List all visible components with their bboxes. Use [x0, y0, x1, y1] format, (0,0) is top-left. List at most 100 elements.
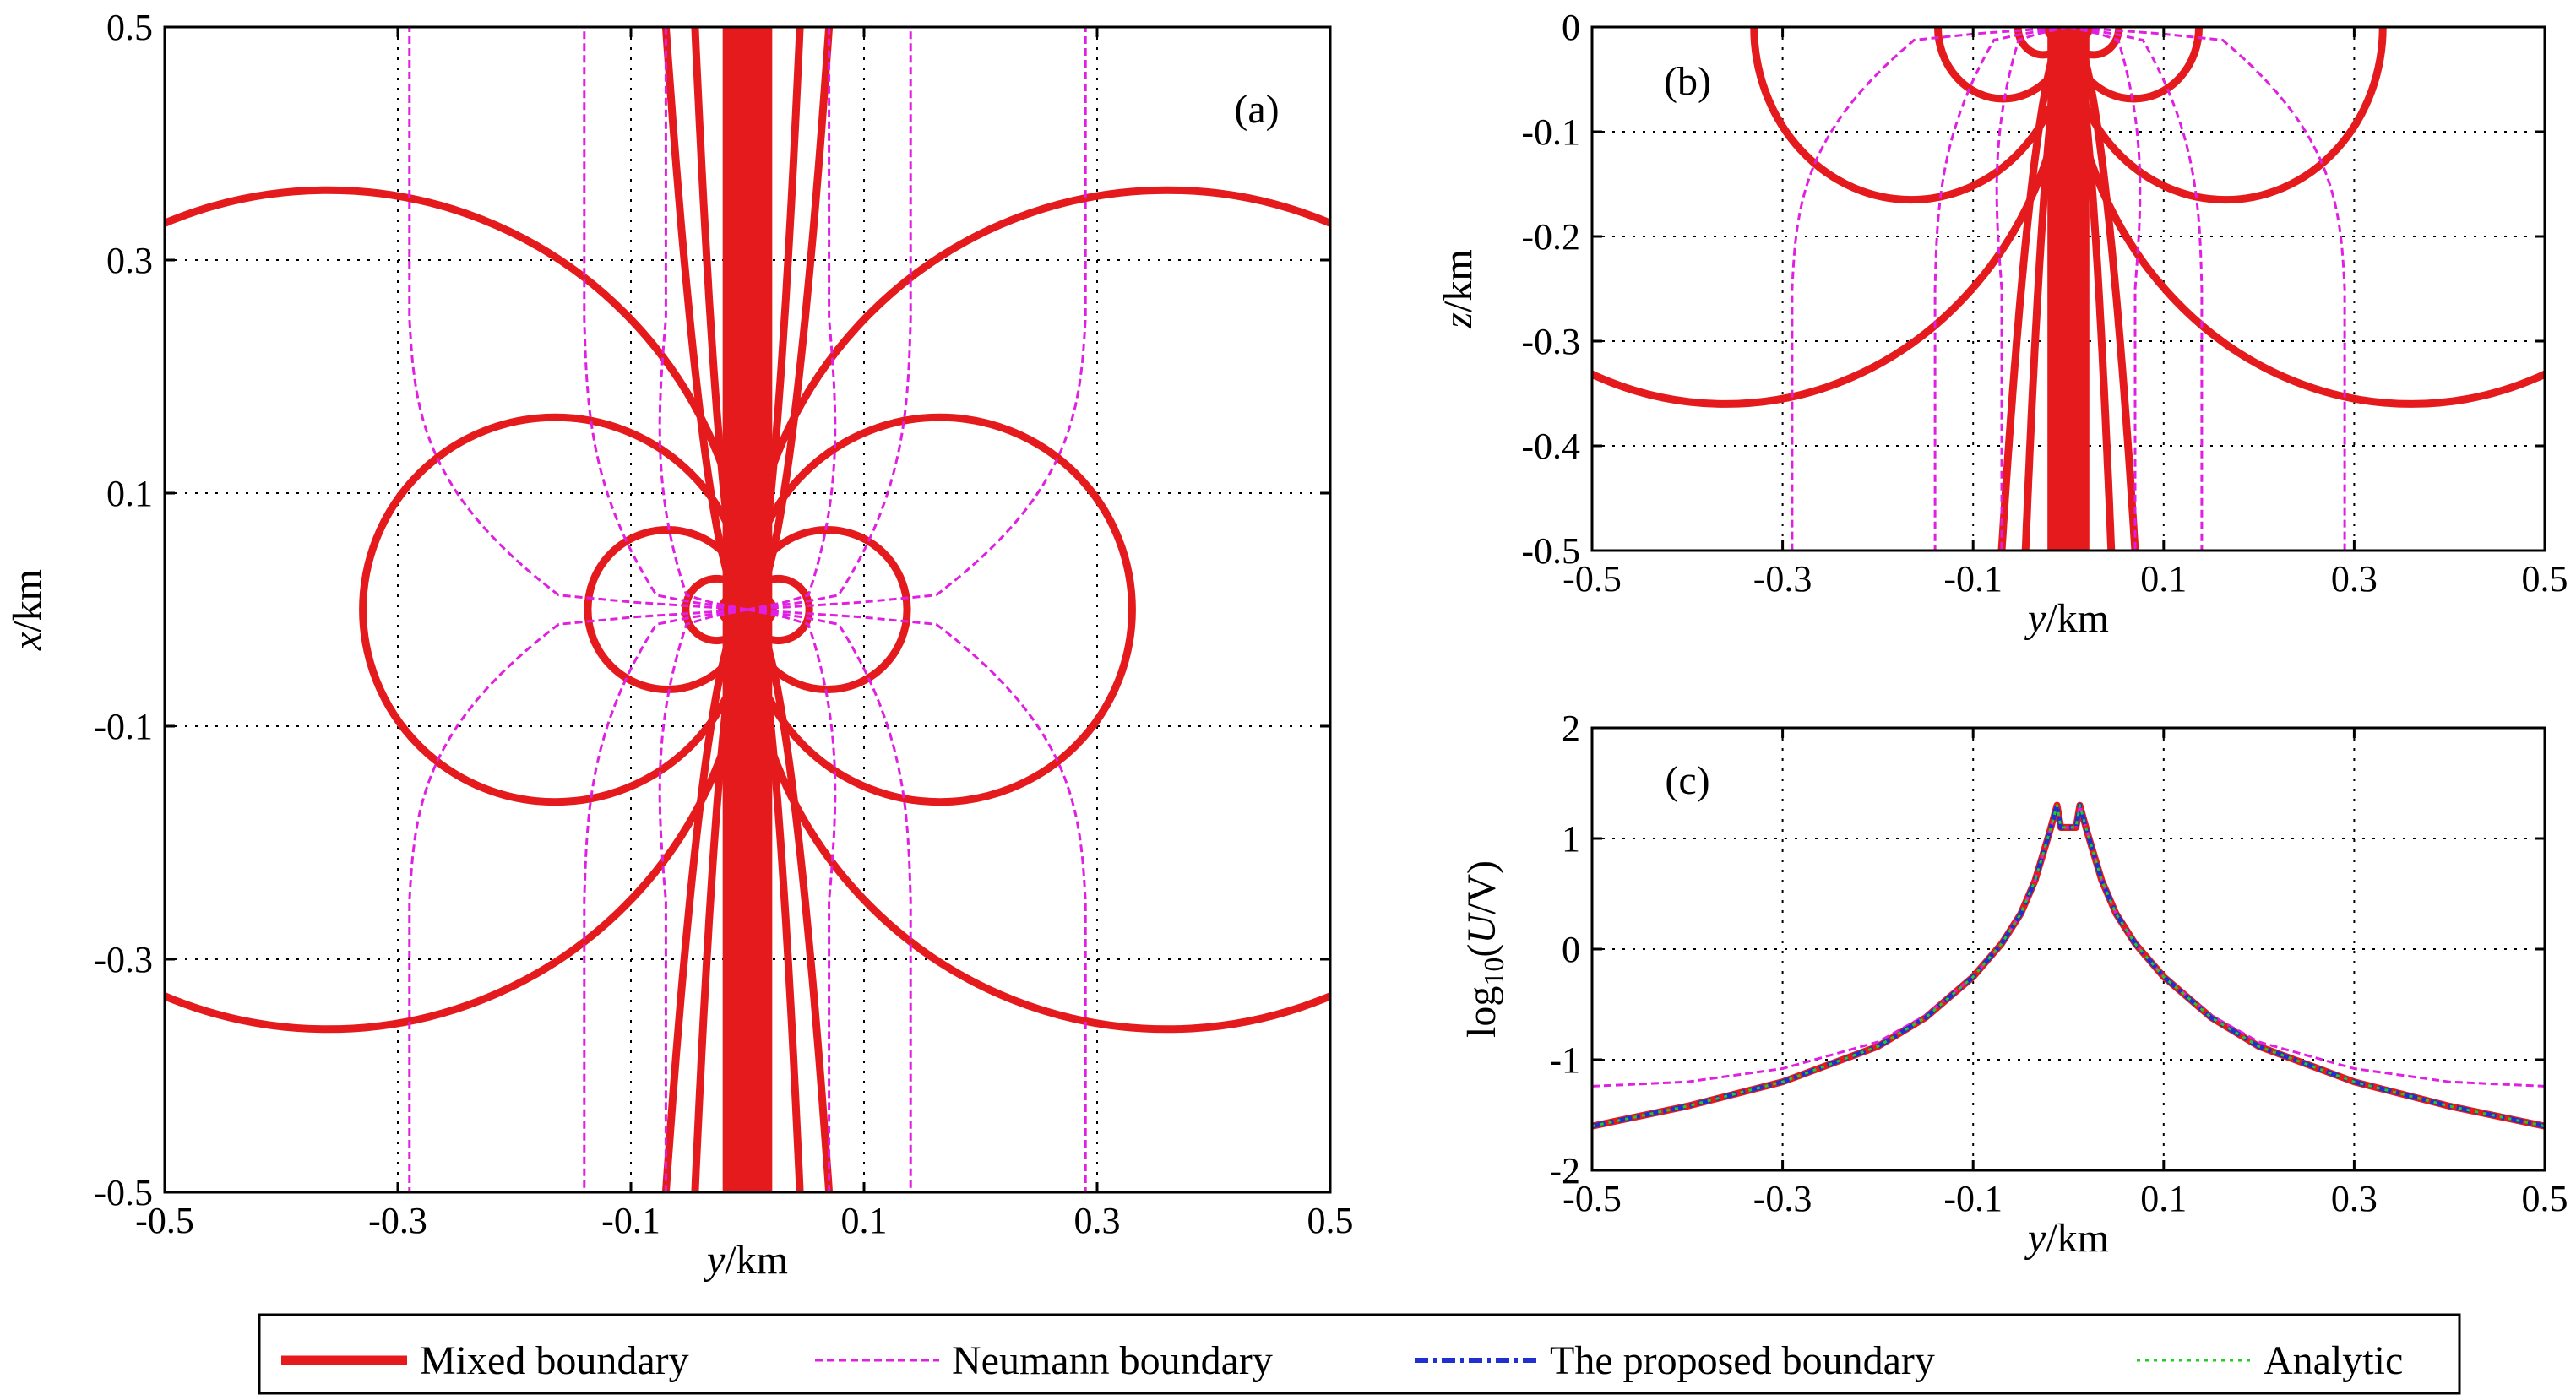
- y-axis-label: log10(U/V): [1459, 860, 1510, 1038]
- neumann-curve: [747, 27, 912, 611]
- neumann-curve: [2068, 27, 2142, 551]
- x-tick-label: -0.1: [601, 1200, 660, 1241]
- legend-item-2: The proposed boundary: [1415, 1338, 1935, 1383]
- neumann-curve: [1995, 27, 2069, 551]
- y-tick-label: -0.5: [1521, 530, 1580, 572]
- equipotential-circle-mixed: [2064, 27, 2123, 59]
- panel-a: -0.5 -0.3 -0.1 0.1 0.3 0.5 -0.5 -0.3 -0.1 0.1 0.3 0…: [5, 7, 1354, 1283]
- y-tick-label: 0.1: [106, 473, 153, 514]
- series-line-the-proposed-boundary: [1591, 803, 2546, 1129]
- x-axis-label: y/km: [703, 1238, 788, 1283]
- legend-item-3: Analytic: [2137, 1338, 2403, 1383]
- x-tick-label: -0.5: [1562, 1178, 1622, 1219]
- x-axis-label: y/km: [2024, 596, 2109, 641]
- x-tick-label: -0.5: [1562, 558, 1622, 600]
- equipotential-circle-mixed: [2064, 27, 2204, 103]
- x-tick-label: -0.3: [1753, 558, 1812, 600]
- y-axis-label: x/km: [5, 569, 50, 651]
- x-axis-label-unit: /km: [2046, 1216, 2109, 1261]
- y-tick-label: 0: [1562, 929, 1580, 970]
- y-axis-label-var: U: [1459, 912, 1504, 944]
- x-tick-label: -0.5: [135, 1200, 194, 1241]
- y-tick-label: -0.5: [94, 1172, 153, 1213]
- legend-label: Analytic: [2264, 1338, 2403, 1383]
- equipotential-circle-mixed: [2064, 27, 2545, 408]
- panel-label: (b): [1664, 59, 1711, 104]
- equipotential-circle-mixed: [1750, 27, 2073, 204]
- x-tick-label: -0.1: [1943, 1178, 2003, 1219]
- y-tick-label: 1: [1562, 818, 1580, 860]
- neumann-curve: [1791, 27, 2069, 551]
- neumann-curves: [408, 27, 1087, 1192]
- central-field-lines: [2047, 27, 2090, 551]
- legend-item-1: Neumann boundary: [815, 1338, 1273, 1383]
- x-tick-label: 0.3: [2331, 1178, 2378, 1219]
- y-tick-label: 0.5: [106, 7, 153, 48]
- lens-line-series-0: [1997, 27, 2072, 551]
- panel-label: (a): [1234, 87, 1279, 132]
- legend-box: [258, 1313, 2461, 1395]
- neumann-curve: [408, 27, 748, 611]
- neumann-curve: [1933, 27, 2069, 551]
- plot-area: [165, 27, 1330, 1192]
- y-tick-label: -0.3: [1521, 321, 1580, 362]
- x-tick-label: 0.1: [841, 1200, 888, 1241]
- legend-label: Neumann boundary: [952, 1338, 1273, 1383]
- y-axis-label-unit: /km: [5, 569, 50, 632]
- x-tick-label: -0.3: [1753, 1178, 1812, 1219]
- neumann-curve: [747, 27, 1087, 611]
- neumann-curve: [658, 608, 748, 1192]
- y-tick-label: -0.1: [94, 706, 153, 747]
- panel-c: -0.5 -0.3 -0.1 0.1 0.3 0.5-2-1012y/kmlog10(U/…: [1459, 708, 2568, 1261]
- y-tick-label: -0.4: [1521, 426, 1580, 467]
- y-axis-label-sub: 10: [1479, 958, 1510, 986]
- equipotential-circle-mixed: [1592, 27, 2073, 408]
- neumann-curves: [1791, 27, 2346, 551]
- x-axis-label-unit: /km: [725, 1238, 788, 1283]
- neumann-curve: [747, 608, 837, 1192]
- y-tick-label: -1: [1549, 1039, 1580, 1081]
- x-tick-label: 0.3: [2331, 558, 2378, 600]
- y-tick-label: -2: [1549, 1150, 1580, 1191]
- panel-label: (c): [1665, 758, 1709, 803]
- panel-b: -0.5 -0.3 -0.1 0.1 0.3 0.5 -0.5 -0.4 -0.3 -0.2 -0.…: [1436, 7, 2568, 641]
- y-tick-label: 0.3: [106, 240, 153, 281]
- neumann-curve: [747, 608, 912, 1192]
- y-tick-label: 2: [1562, 708, 1580, 749]
- axes-frame: [1590, 25, 2546, 552]
- y-axis-label-open: (: [1459, 944, 1504, 958]
- legend-item-0: Mixed boundary: [281, 1338, 689, 1383]
- x-tick-label: 0.1: [2140, 1178, 2187, 1219]
- y-tick-label: 0: [1562, 7, 1580, 48]
- x-axis-label-var: y: [2024, 1216, 2046, 1261]
- equipotential-circle-mixed: [1933, 27, 2073, 103]
- legend: Mixed boundary Neumann boundary The propos…: [258, 1313, 2461, 1395]
- lens-line-series-0: [2065, 27, 2139, 551]
- x-tick-label: 0.5: [2522, 1178, 2568, 1219]
- y-axis-label-prefix: log: [1459, 986, 1504, 1038]
- y-tick-label: -0.3: [94, 939, 153, 980]
- x-tick-label: -0.1: [1943, 558, 2003, 600]
- x-axis-label-var: y: [703, 1238, 726, 1283]
- neumann-curve: [408, 608, 748, 1192]
- x-axis-label-unit: /km: [2046, 596, 2109, 641]
- y-axis-label-unit: /km: [1436, 249, 1481, 312]
- neumann-curve: [747, 608, 1087, 1192]
- equipotential-circle-mixed: [2014, 27, 2073, 59]
- neumann-curve: [2068, 27, 2346, 551]
- legend-label: Mixed boundary: [420, 1338, 689, 1383]
- neumann-curve: [747, 27, 837, 611]
- x-tick-label: 0.5: [1307, 1200, 1354, 1241]
- x-axis-label: y/km: [2024, 1216, 2109, 1261]
- x-axis-label-var: y: [2024, 596, 2046, 641]
- equipotential-circle-mixed: [2064, 27, 2387, 204]
- x-tick-label: 0.1: [2140, 558, 2187, 600]
- y-tick-label: -0.1: [1521, 111, 1580, 153]
- legend-label: The proposed boundary: [1550, 1338, 1935, 1383]
- plot-area: [1592, 27, 2545, 551]
- neumann-curve: [2068, 27, 2204, 551]
- x-tick-label: 0.5: [2522, 558, 2568, 600]
- y-axis-label-rest: /V): [1459, 860, 1504, 914]
